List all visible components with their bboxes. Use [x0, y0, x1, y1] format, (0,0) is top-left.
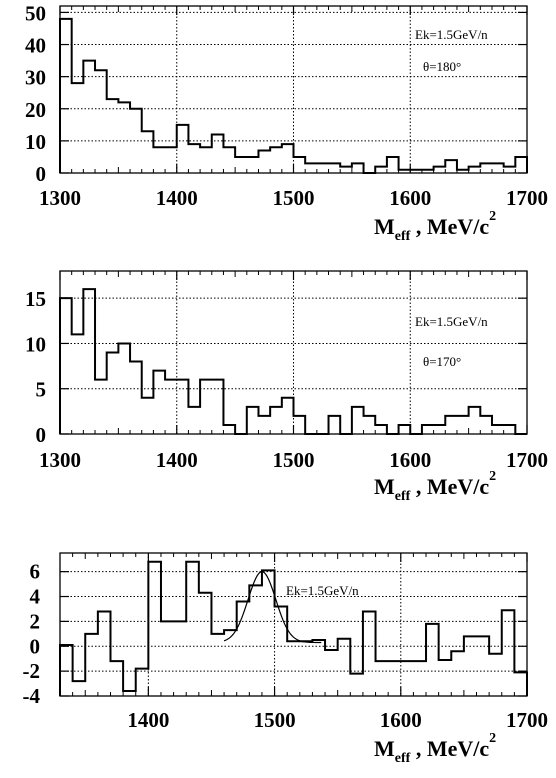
- y-tick-label: 5: [36, 378, 47, 402]
- x-axis-label: Meff , MeV/c2: [374, 731, 496, 766]
- x-axis-label-part: eff: [395, 751, 411, 766]
- x-tick-label: 1600: [389, 448, 431, 472]
- x-tick-label: 1400: [127, 708, 169, 732]
- y-tick-label: 0: [30, 634, 41, 658]
- x-tick-label: 1700: [506, 448, 548, 472]
- x-tick-label: 1500: [273, 448, 315, 472]
- x-tick-label: 1700: [506, 708, 548, 732]
- annotation-energy: Ek=1.5GeV/n: [415, 27, 488, 42]
- y-tick-label: 0: [36, 162, 47, 186]
- x-tick-label: 1700: [506, 186, 548, 210]
- x-axis-label-part: 2: [489, 209, 496, 224]
- x-axis-label-part: eff: [395, 229, 411, 244]
- y-tick-label: -2: [23, 659, 41, 683]
- x-axis-label-part: M: [374, 736, 395, 761]
- annotation-angle: θ=170°: [423, 354, 461, 369]
- y-tick-label: 0: [36, 423, 47, 447]
- x-axis-label: Meff , MeV/c2: [374, 209, 496, 244]
- x-tick-label: 1400: [156, 448, 198, 472]
- annotation-energy: Ek=1.5GeV/n: [286, 583, 359, 598]
- y-tick-label: 30: [25, 66, 46, 90]
- y-tick-label: 6: [30, 560, 41, 584]
- y-tick-label: 2: [30, 609, 41, 633]
- x-tick-label: 1500: [273, 186, 315, 210]
- x-tick-label: 1600: [389, 186, 431, 210]
- y-tick-label: 4: [30, 585, 41, 609]
- x-axis-label-part: M: [374, 474, 395, 499]
- histogram-line: [59, 17, 528, 174]
- annotation-angle: θ=180°: [423, 59, 461, 74]
- annotation-energy: Ek=1.5GeV/n: [415, 314, 488, 329]
- x-axis-label-part: , MeV/c: [410, 736, 489, 761]
- x-axis-label-part: 2: [489, 731, 496, 746]
- x-tick-label: 1300: [39, 186, 81, 210]
- x-axis-label-part: eff: [395, 489, 411, 504]
- y-tick-label: 10: [25, 130, 46, 154]
- x-axis-label-part: , MeV/c: [410, 214, 489, 239]
- chart-panel-3: 1400 1500 1600 1700-4-20246Ek=1.5GeV/nMeff …: [23, 552, 548, 766]
- x-axis-label-part: 2: [489, 469, 496, 484]
- x-tick-label: 1300: [39, 448, 81, 472]
- histogram-line: [59, 288, 527, 435]
- y-tick-label: 15: [25, 287, 46, 311]
- y-tick-label: 40: [25, 34, 46, 58]
- x-tick-label: 1500: [254, 708, 296, 732]
- histogram-line: [59, 560, 528, 696]
- plot-frame: [59, 552, 528, 697]
- x-axis-label-part: M: [374, 214, 395, 239]
- y-tick-label: -4: [23, 684, 41, 708]
- x-axis-label: Meff , MeV/c2: [374, 469, 496, 504]
- x-tick-label: 1400: [156, 186, 198, 210]
- x-axis-label-part: , MeV/c: [410, 474, 489, 499]
- fit-curve: [223, 571, 322, 644]
- y-tick-label: 50: [25, 1, 46, 25]
- x-tick-label: 1600: [380, 708, 422, 732]
- chart-panel-2: 1300 1400 1500 1600 1700 0 5 10 15 Ek=1.5GeV/n θ=1…: [25, 270, 548, 504]
- y-tick-label: 10: [25, 332, 46, 356]
- chart-panel-1: 1300 1400 1500 1600 1700 0 10 20 30 40 50 Ek=1.5GeV…: [25, 1, 548, 244]
- y-tick-label: 20: [25, 98, 46, 122]
